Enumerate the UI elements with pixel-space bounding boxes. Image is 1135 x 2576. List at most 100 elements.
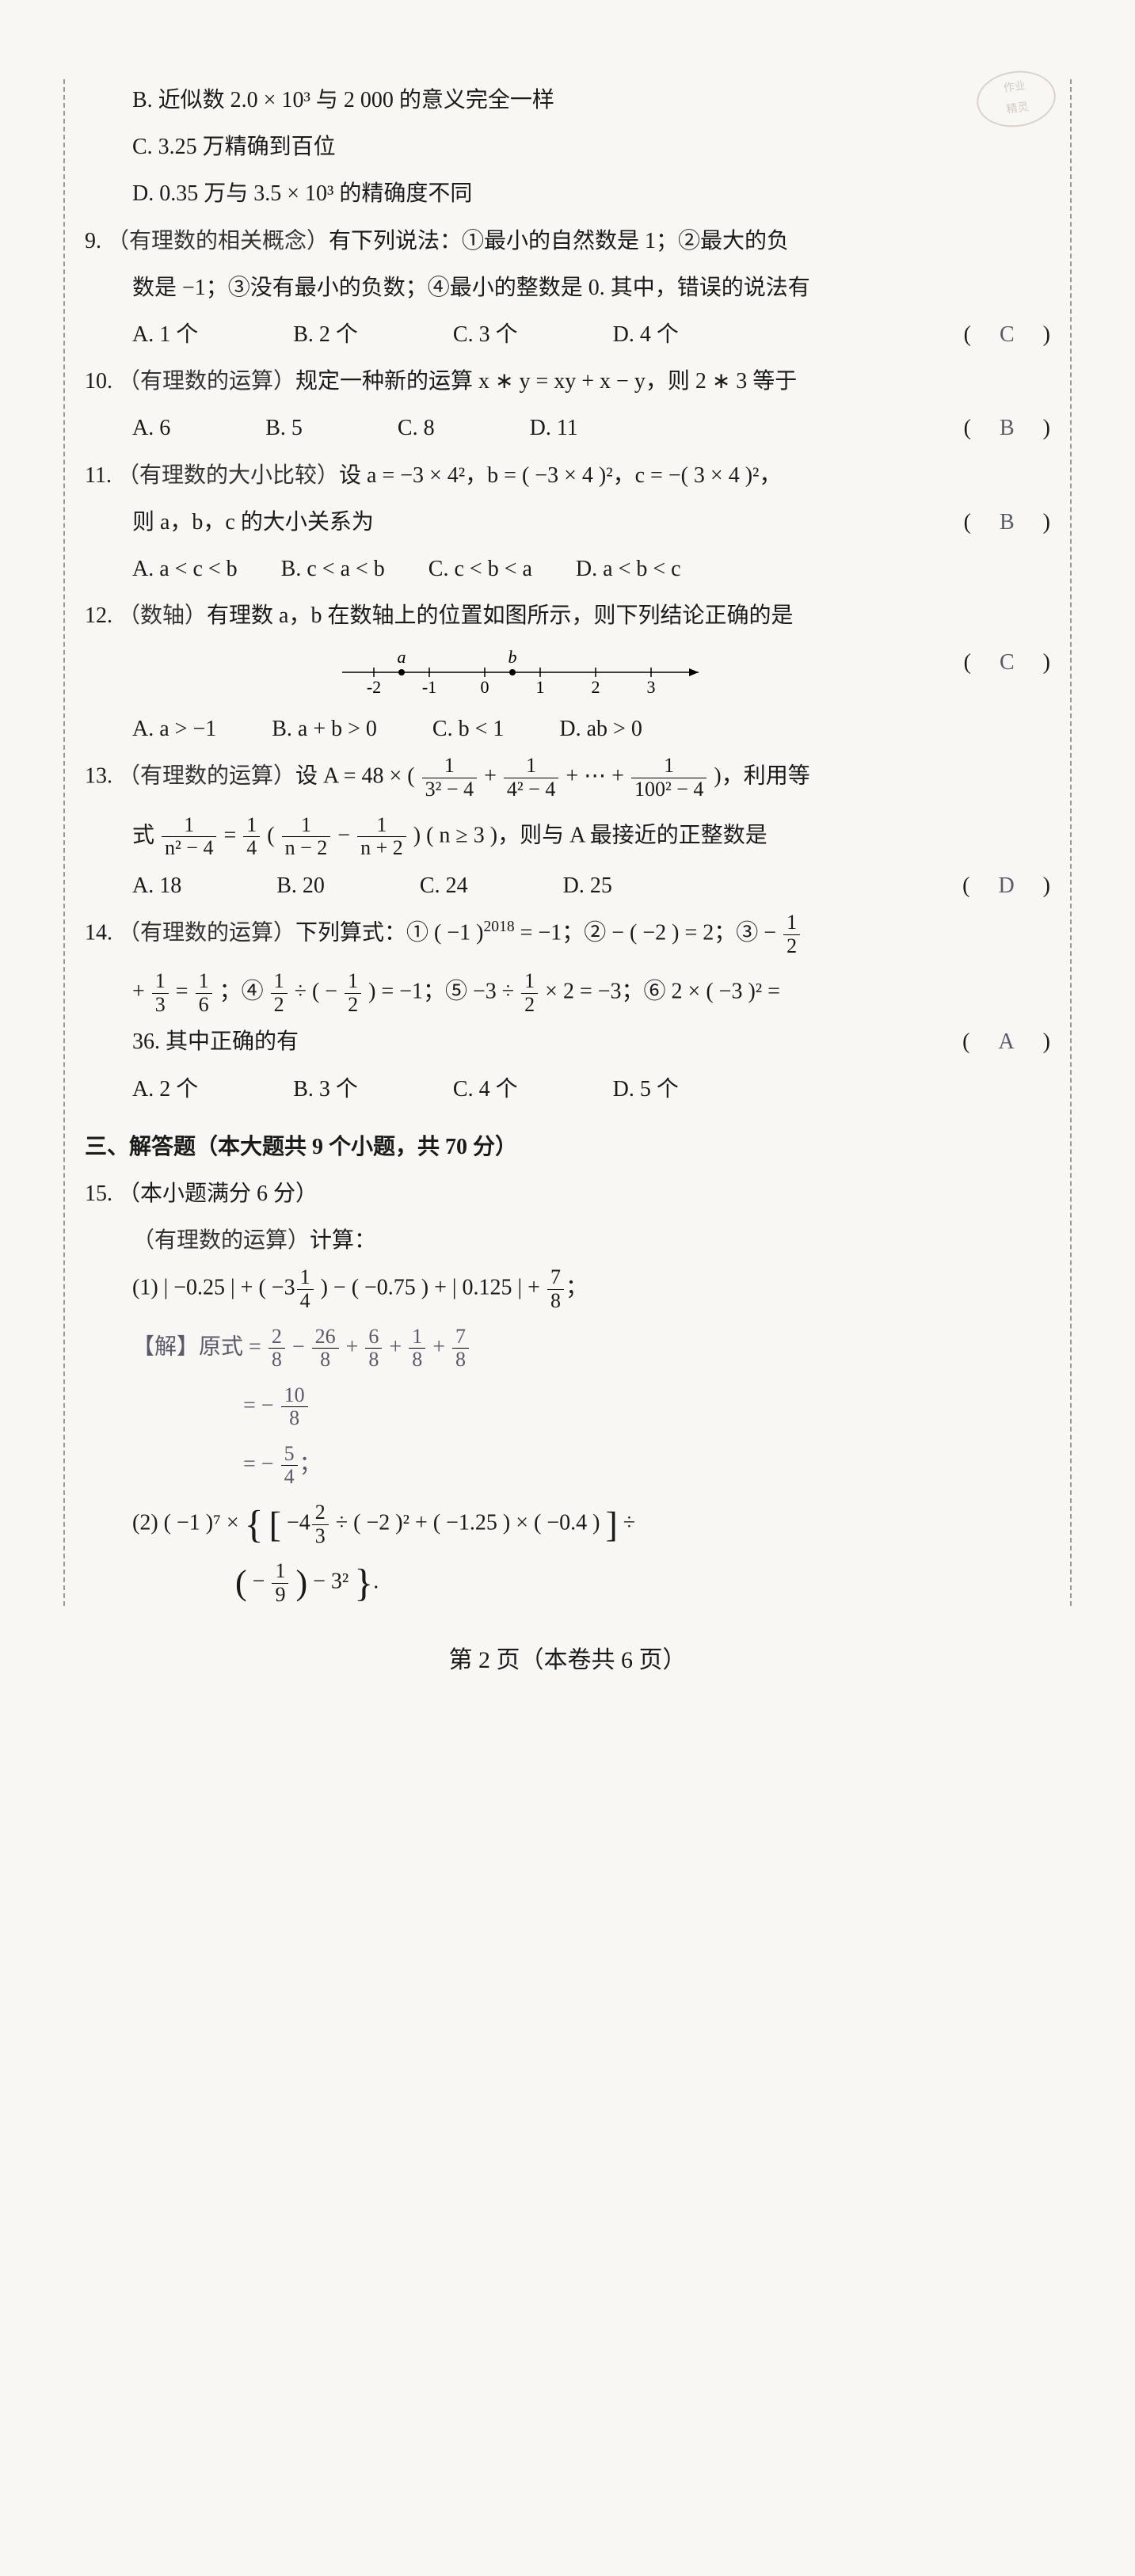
- q11-opt-d: D. a < b < c: [576, 548, 681, 590]
- q13-number: 13.: [85, 764, 112, 789]
- q13-frac2: 14² − 4: [504, 755, 558, 801]
- q12-body: 有理数 a，b 在数轴上的位置如图所示，则下列结论正确的是: [207, 603, 793, 628]
- q8-option-c: C. 3.25 万精确到百位: [85, 126, 1050, 168]
- q14-stem-line3: 36. 其中正确的有 ( A ): [85, 1021, 1050, 1063]
- q8-option-d: D. 0.35 万与 3.5 × 10³ 的精确度不同: [85, 173, 1050, 215]
- q13-l2-frac3: 1n − 2: [282, 814, 331, 860]
- q13-opt-d: D. 25: [563, 865, 612, 907]
- q15-part1: (1) | −0.25 | + ( −314 ) − ( −0.75 ) + |…: [85, 1266, 1050, 1312]
- q9-stem-line2: 数是 −1；③没有最小的负数；④最小的整数是 0. 其中，错误的说法有: [85, 267, 1050, 309]
- q13-opt-c: C. 24: [420, 865, 468, 907]
- section-3-heading: 三、解答题（本大题共 9 个小题，共 70 分）: [85, 1126, 1050, 1168]
- q13-l2-frac4: 1n + 2: [357, 814, 406, 860]
- q13-opt-b: B. 20: [276, 865, 325, 907]
- q14-opt-c: C. 4 个: [453, 1068, 518, 1110]
- q14-opt-d: D. 5 个: [613, 1068, 679, 1110]
- q15-head: 15. （本小题满分 6 分）: [85, 1173, 1050, 1215]
- svg-text:a: a: [397, 647, 406, 667]
- q15-number: 15.: [85, 1181, 112, 1206]
- q14-options: A. 2 个 B. 3 个 C. 4 个 D. 5 个: [85, 1068, 1050, 1110]
- q10-opt-b: B. 5: [265, 407, 303, 449]
- svg-text:-2: -2: [367, 677, 381, 697]
- q10-tag: （有理数的运算）: [118, 369, 295, 394]
- q9-stem-line1: 9. （有理数的相关概念）有下列说法：①最小的自然数是 1；②最大的负: [85, 220, 1050, 262]
- q13-stem-line2: 式 1n² − 4 = 14 ( 1n − 2 − 1n + 2 ) ( n ≥…: [85, 814, 1050, 860]
- svg-text:0: 0: [480, 677, 489, 697]
- q13-opt-a: A. 18: [132, 865, 181, 907]
- q11-number: 11.: [85, 463, 112, 488]
- q14-number: 14.: [85, 921, 112, 946]
- q8-option-b: B. 近似数 2.0 × 10³ 与 2 000 的意义完全一样: [85, 79, 1050, 121]
- q11-stem-line2: 则 a，b，c 的大小关系为 ( B ): [85, 501, 1050, 543]
- q9-body1: 有下列说法：①最小的自然数是 1；②最大的负: [329, 229, 789, 253]
- q14-stem-line2: + 13 = 16 ；④ 12 ÷ ( − 12 ) = −1；⑤ −3 ÷ 1…: [85, 970, 1050, 1016]
- q13-pre: 设 A = 48 × (: [295, 764, 415, 789]
- q12-answer: C: [993, 650, 1021, 675]
- q14-opt-a: A. 2 个: [132, 1068, 198, 1110]
- q9-options: A. 1 个 B. 2 个 C. 3 个 D. 4 个: [85, 314, 964, 356]
- q9-answer: C: [993, 322, 1021, 347]
- q13-stem-line1: 13. （有理数的运算）设 A = 48 × ( 13² − 4 + 14² −…: [85, 755, 1050, 801]
- q11-stem-line1: 11. （有理数的大小比较）设 a = −3 × 4²，b = ( −3 × 4…: [85, 455, 1050, 497]
- q10-answer: B: [993, 416, 1021, 440]
- q9-opt-a: A. 1 个: [132, 314, 198, 356]
- q12-opt-c: C. b < 1: [432, 708, 504, 750]
- q10-stem: 10. （有理数的运算）规定一种新的运算 x ∗ y = xy + x − y，…: [85, 360, 1050, 402]
- q15-part2-line1: (2) ( −1 )⁷ × { [ −423 ÷ ( −2 )² + ( −1.…: [85, 1501, 1050, 1547]
- q13-l2-frac2: 14: [243, 814, 260, 860]
- page-footer: 第 2 页（本卷共 6 页）: [63, 1638, 1072, 1683]
- q9-tag: （有理数的相关概念）: [107, 229, 329, 253]
- q15-solution-line2: = − 108: [85, 1384, 1050, 1430]
- q12-opt-d: D. ab > 0: [559, 708, 642, 750]
- q14-stem-line1: 14. （有理数的运算）下列算式：① ( −1 )2018 = −1；② − (…: [85, 911, 1050, 957]
- q10-body: 规定一种新的运算 x ∗ y = xy + x − y，则 2 ∗ 3 等于: [295, 369, 797, 394]
- q13-l2-frac1: 1n² − 4: [162, 814, 216, 860]
- q11-body1: 设 a = −3 × 4²，b = ( −3 × 4 )²，c = −( 3 ×…: [339, 463, 781, 488]
- svg-text:3: 3: [646, 677, 655, 697]
- q12-number: 12.: [85, 603, 112, 628]
- q15-p2-label: (2): [132, 1511, 158, 1535]
- q12-stem: 12. （数轴）有理数 a，b 在数轴上的位置如图所示，则下列结论正确的是: [85, 595, 1050, 637]
- q14-tag: （有理数的运算）: [118, 921, 295, 946]
- q9-opt-b: B. 2 个: [293, 314, 358, 356]
- svg-text:b: b: [508, 647, 516, 667]
- q14-l1-frac: 12: [783, 911, 800, 957]
- q14-opt-b: B. 3 个: [293, 1068, 358, 1110]
- q15-part2-line2: ( − 19 ) − 3² }.: [85, 1560, 1050, 1606]
- q11-opt-a: A. a < c < b: [132, 548, 238, 590]
- solution-label: 【解】: [132, 1334, 199, 1359]
- q12-tag: （数轴）: [118, 603, 207, 628]
- q15-tag: （有理数的运算）: [132, 1228, 310, 1253]
- q15-points: （本小题满分 6 分）: [118, 1181, 318, 1206]
- q12-opt-b: B. a + b > 0: [272, 708, 377, 750]
- q13-answer: D: [992, 873, 1020, 898]
- q9-opt-c: C. 3 个: [453, 314, 518, 356]
- q13-frac1: 13² − 4: [422, 755, 477, 801]
- q10-opt-a: A. 6: [132, 407, 170, 449]
- q15-p1-label: (1): [132, 1276, 158, 1300]
- q9-opt-d: D. 4 个: [613, 314, 679, 356]
- q12-opt-a: A. a > −1: [132, 708, 216, 750]
- q12-number-line: -2 -1 0 1 2 3 a b: [326, 645, 722, 700]
- q15-solution-line1: 【解】原式 = 28 − 268 + 68 + 18 + 78: [85, 1326, 1050, 1372]
- q11-body2: 则 a，b，c 的大小关系为: [132, 510, 374, 535]
- svg-text:-1: -1: [422, 677, 436, 697]
- q10-options: A. 6 B. 5 C. 8 D. 11: [85, 407, 964, 449]
- q11-opt-b: B. c < a < b: [281, 548, 385, 590]
- q15-tag-row: （有理数的运算）计算：: [85, 1220, 1050, 1261]
- q10-number: 10.: [85, 369, 112, 394]
- q13-options: A. 18 B. 20 C. 24 D. 25: [85, 865, 962, 907]
- svg-text:1: 1: [535, 677, 544, 697]
- svg-text:2: 2: [591, 677, 600, 697]
- q11-answer: B: [993, 510, 1021, 535]
- q10-opt-c: C. 8: [398, 407, 435, 449]
- q10-opt-d: D. 11: [530, 407, 578, 449]
- q9-number: 9.: [85, 229, 101, 253]
- q11-opt-c: C. c < b < a: [428, 548, 532, 590]
- q13-tag: （有理数的运算）: [118, 764, 295, 789]
- q12-options: A. a > −1 B. a + b > 0 C. b < 1 D. ab > …: [85, 708, 1050, 750]
- q13-frac3: 1100² − 4: [631, 755, 707, 801]
- page-content: B. 近似数 2.0 × 10³ 与 2 000 的意义完全一样 C. 3.25…: [63, 79, 1072, 1606]
- q14-answer: A: [992, 1029, 1020, 1054]
- q15-solution-line3: = − 54；: [85, 1443, 1050, 1489]
